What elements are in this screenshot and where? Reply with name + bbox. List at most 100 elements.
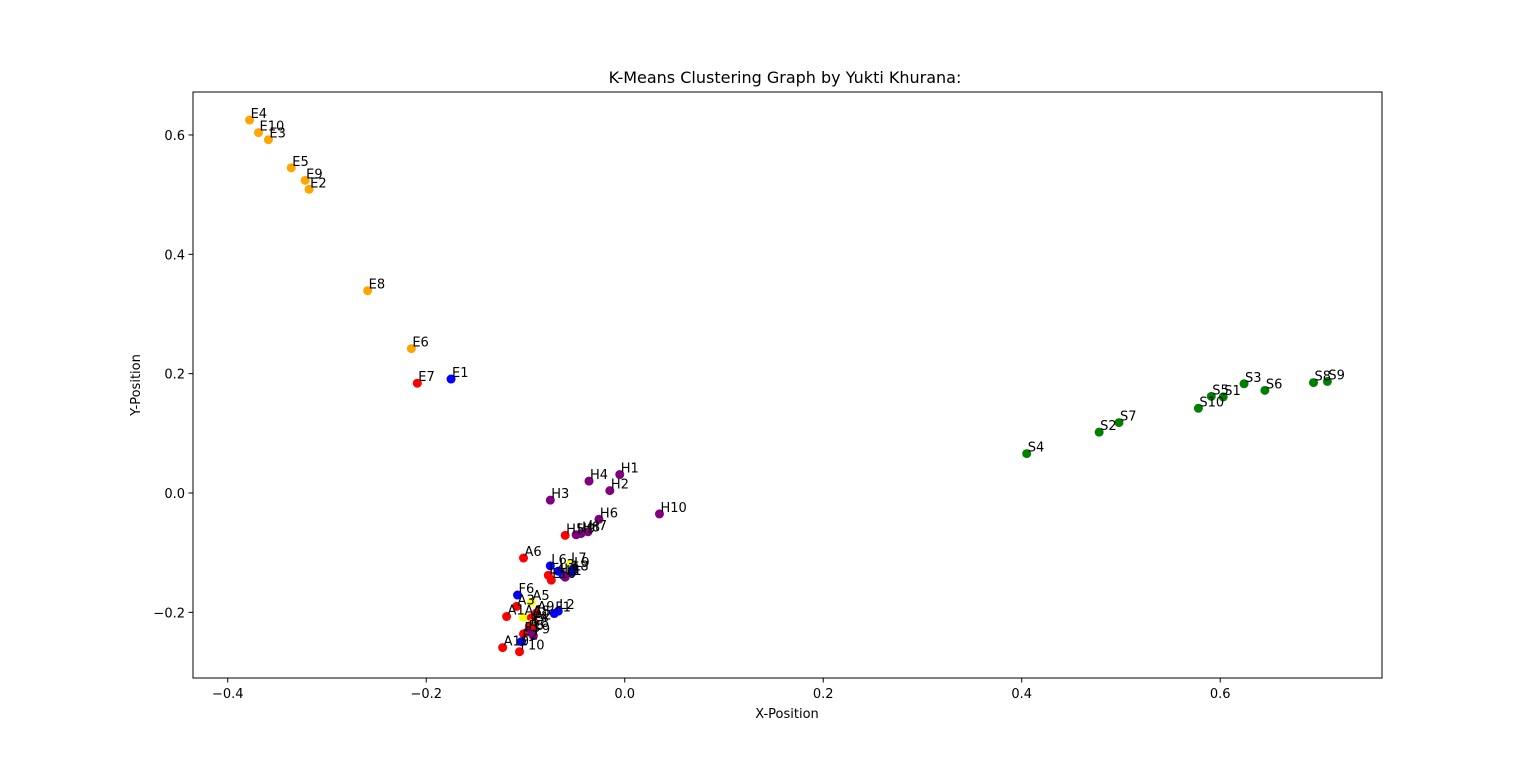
x-tick-label: 0.0	[614, 687, 635, 702]
y-tick-label: 0.2	[164, 368, 185, 383]
data-point	[1239, 379, 1249, 389]
point-label: E6	[412, 336, 429, 351]
data-point	[1193, 403, 1203, 413]
point-label: A10	[504, 635, 529, 650]
data-point	[1094, 427, 1104, 437]
data-point	[1260, 385, 1270, 395]
data-point	[1206, 391, 1216, 401]
point-label: A2	[534, 608, 551, 623]
point-label: L1	[566, 564, 582, 579]
y-axis-label: Y-Position	[129, 354, 144, 417]
point-label: A5	[532, 589, 549, 604]
y-tick-label: −0.2	[153, 606, 185, 621]
point-label: E2	[310, 176, 327, 191]
point-label: E4	[251, 107, 267, 122]
data-point	[526, 597, 536, 607]
data-point	[517, 637, 527, 647]
data-point	[531, 608, 541, 618]
point-label: F3	[524, 621, 540, 636]
points-layer	[245, 115, 1332, 657]
point-label: E1	[452, 366, 469, 381]
point-label: F5	[528, 619, 544, 634]
point-label: S9	[1328, 368, 1345, 383]
point-label: F4	[532, 611, 548, 626]
y-tick-label: 0.6	[164, 129, 185, 144]
point-label: H5	[566, 522, 584, 537]
data-point	[560, 572, 570, 582]
data-point	[571, 530, 581, 540]
point-label: F6	[519, 582, 535, 597]
point-label: S7	[1120, 410, 1137, 425]
data-point	[545, 561, 555, 571]
point-label: E5	[292, 155, 309, 170]
point-label: E7	[418, 370, 435, 385]
point-label: S3	[1245, 371, 1262, 386]
point-label: L7	[571, 552, 587, 567]
data-point	[1322, 376, 1332, 386]
point-label: L2	[559, 598, 575, 613]
point-label: A3	[518, 593, 535, 608]
data-point	[567, 567, 577, 577]
point-label: H9	[577, 522, 595, 537]
point-label: F1	[555, 601, 571, 616]
point-label: S6	[1266, 377, 1283, 392]
point-label: H7	[589, 519, 607, 534]
point-label: F8	[533, 616, 549, 631]
data-point	[512, 601, 522, 611]
x-tick-label: 0.2	[813, 687, 834, 702]
data-point	[1309, 378, 1319, 388]
point-label: A6	[524, 545, 541, 560]
x-tick-label: 0.4	[1011, 687, 1032, 702]
y-tick-label: 0.0	[164, 487, 185, 502]
point-label: F7	[530, 613, 546, 628]
data-point	[518, 629, 528, 639]
point-label: F10	[521, 639, 545, 654]
data-point	[654, 509, 664, 519]
data-point	[1114, 418, 1124, 428]
point-label: H6	[600, 506, 618, 521]
point-label: A9	[537, 600, 554, 615]
data-point	[518, 553, 528, 563]
point-label: S4	[1028, 441, 1045, 456]
point-label: E3	[269, 127, 286, 142]
chart-title: K-Means Clustering Graph by Yukti Khuran…	[609, 68, 962, 87]
data-point	[363, 286, 373, 296]
data-point	[412, 378, 422, 388]
data-point	[304, 184, 314, 194]
data-point	[446, 374, 456, 384]
point-label: E8	[369, 278, 386, 293]
point-label: S5	[1212, 383, 1229, 398]
point-label: H1	[621, 462, 639, 477]
plot-frame	[192, 91, 1383, 679]
y-tick-label: 0.4	[164, 248, 185, 263]
point-label: H8	[582, 521, 600, 536]
x-tick-label: −0.4	[212, 687, 244, 702]
point-label: H4	[590, 468, 608, 483]
data-point	[498, 643, 508, 653]
x-tick-label: −0.2	[410, 687, 442, 702]
data-point	[1218, 392, 1228, 402]
data-point	[1022, 449, 1032, 459]
point-label: L8	[573, 559, 589, 574]
point-label: H10	[660, 501, 686, 516]
data-point	[528, 631, 538, 641]
data-point	[513, 590, 523, 600]
data-point	[583, 527, 593, 537]
point-label: S10	[1199, 395, 1224, 410]
data-point	[546, 575, 556, 585]
point-label: F9	[534, 623, 550, 638]
point-label: L5	[564, 562, 580, 577]
data-point	[263, 135, 273, 145]
data-point	[615, 470, 625, 480]
data-point	[545, 495, 555, 505]
y-axis: −0.2 0.0 0.2 0.4 0.6	[153, 129, 193, 621]
data-point	[560, 530, 570, 540]
x-tick-label: 0.6	[1210, 687, 1231, 702]
data-point	[549, 609, 559, 619]
point-label: S2	[1100, 419, 1117, 434]
data-point	[605, 486, 615, 496]
point-label: L10	[552, 567, 576, 582]
data-point	[515, 647, 525, 657]
